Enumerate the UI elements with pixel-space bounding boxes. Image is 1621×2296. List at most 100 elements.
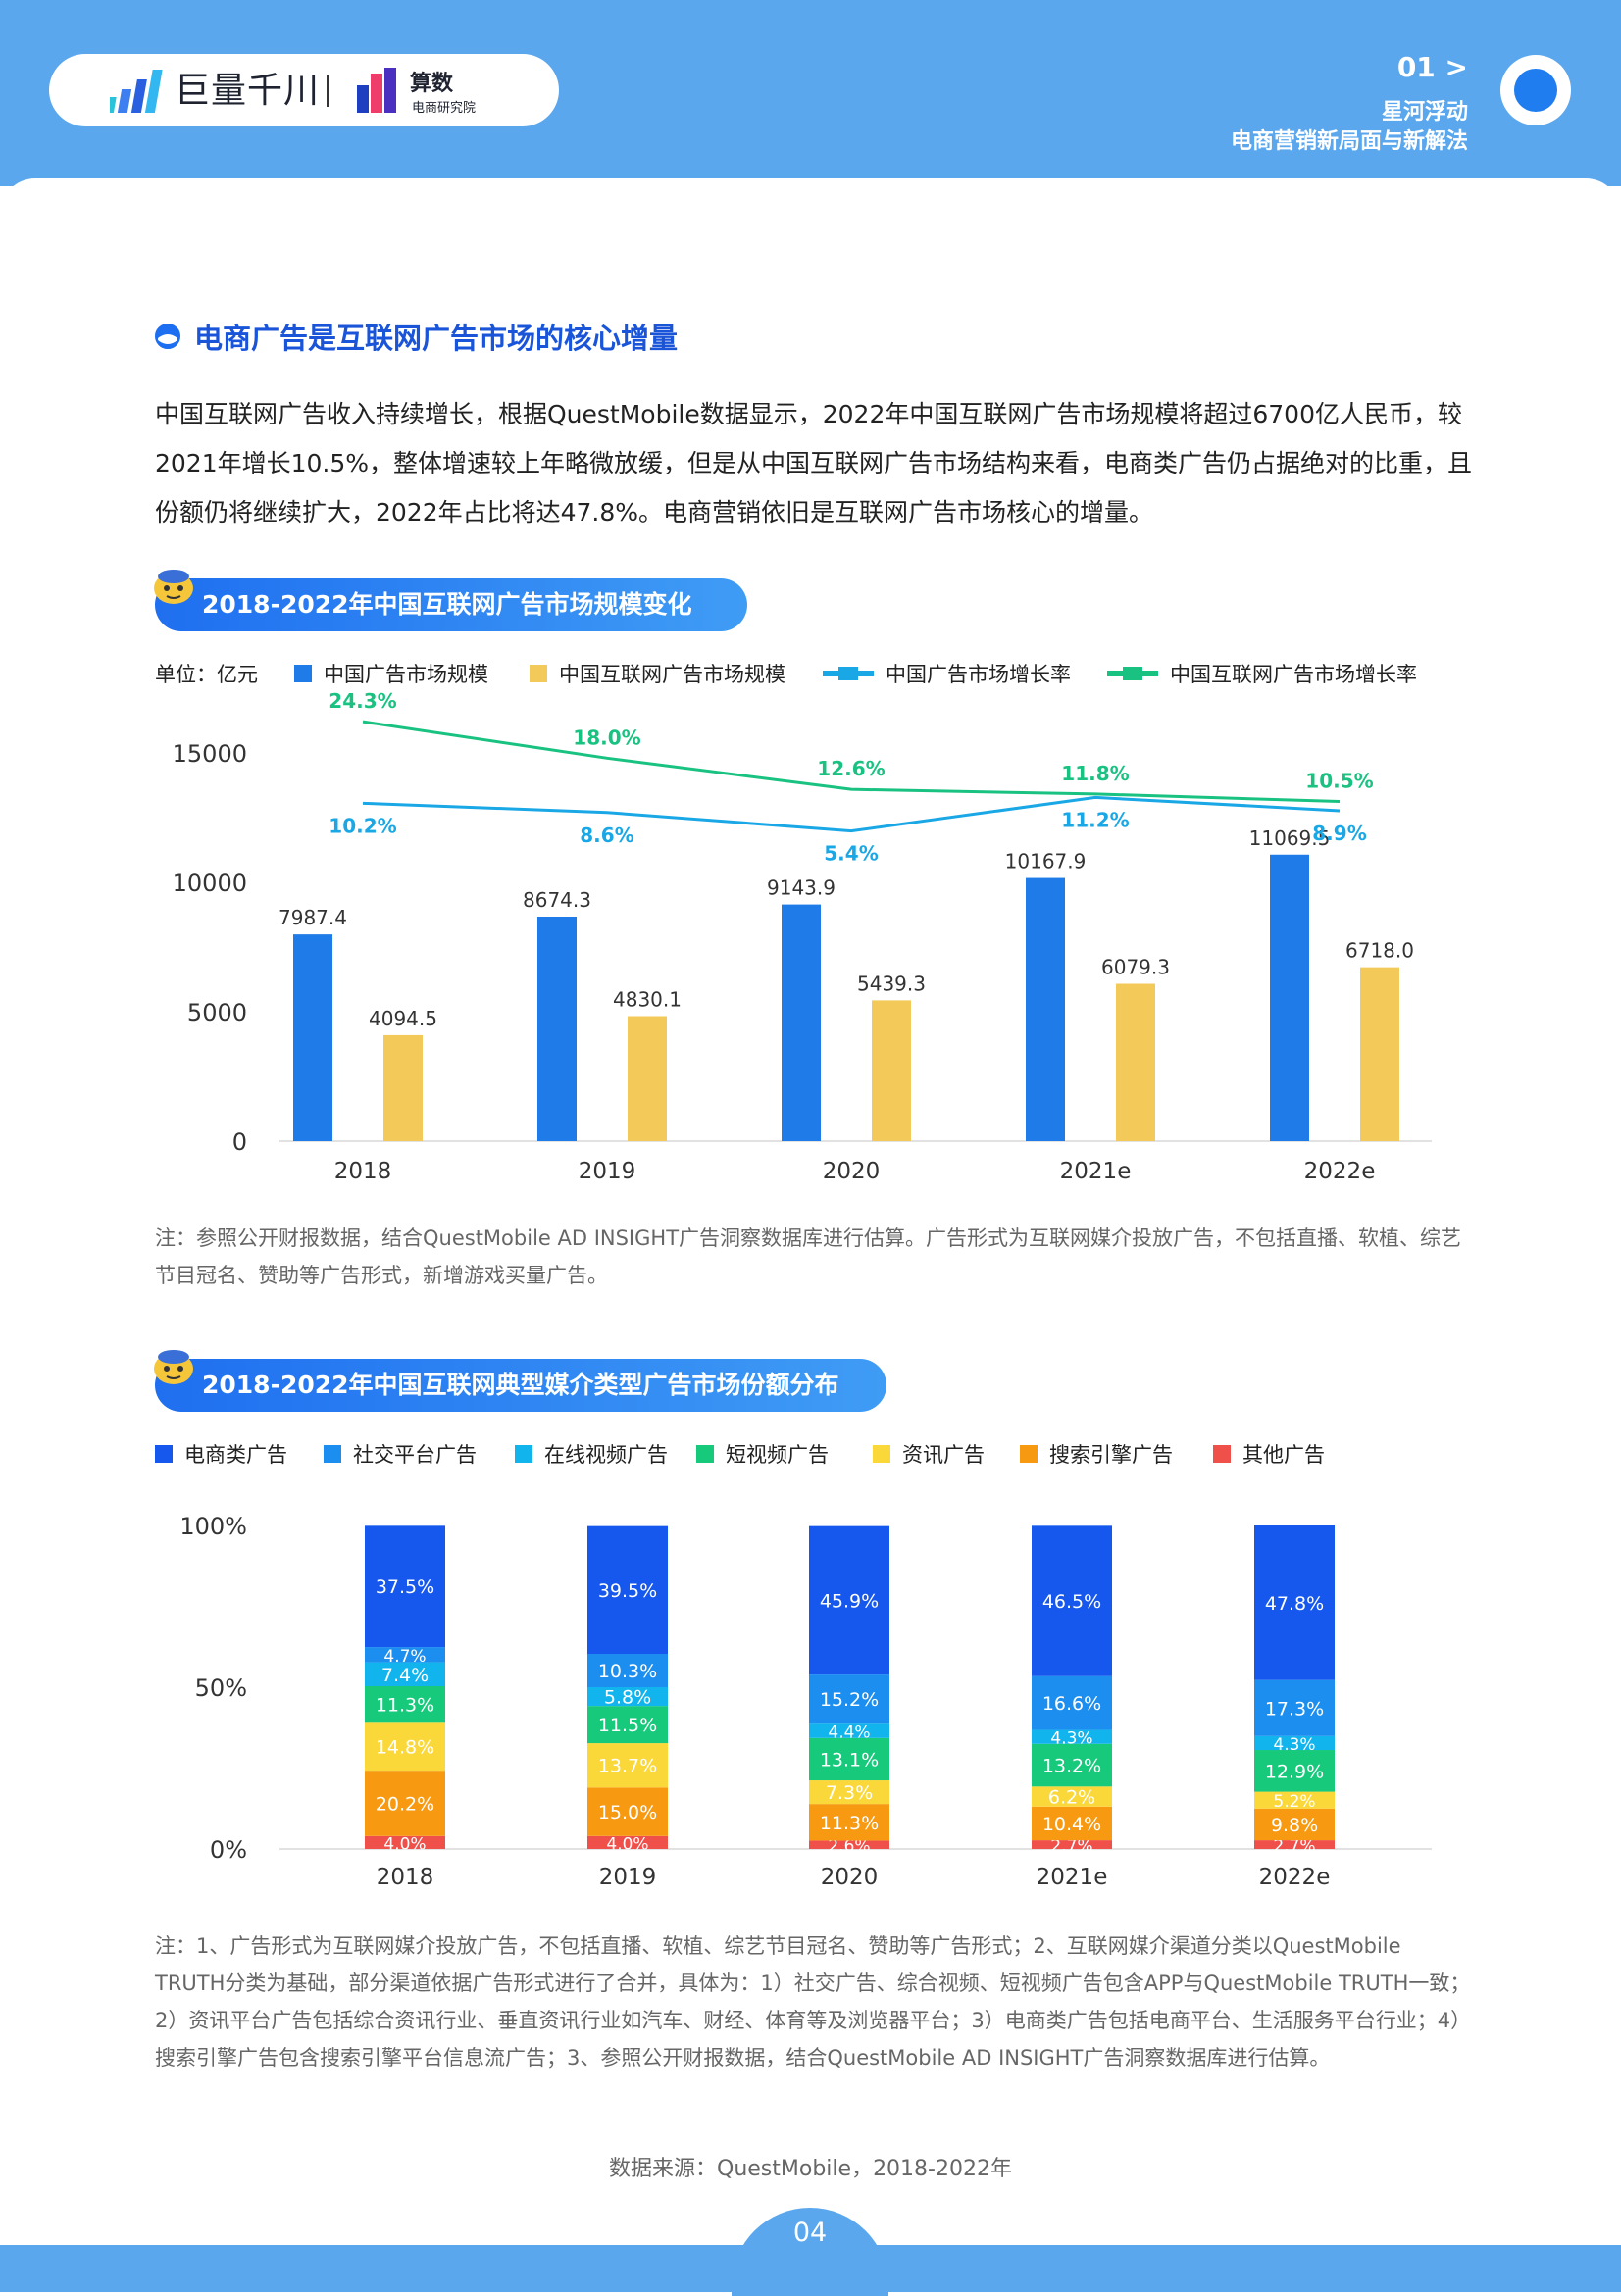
page-number: 04	[792, 2218, 828, 2248]
stacked-segment	[587, 1654, 668, 1687]
segment-value-label: 39.5%	[598, 1580, 657, 1602]
growth-rate-label: 5.4%	[824, 842, 878, 866]
legend-label: 电商类广告	[184, 1443, 287, 1467]
segment-value-label: 6.2%	[1048, 1787, 1095, 1809]
juliang-logo-icon	[110, 70, 163, 113]
segment-value-label: 10.3%	[598, 1661, 657, 1682]
stacked-segment	[1254, 1525, 1335, 1680]
growth-rate-label: 18.0%	[573, 725, 640, 749]
segment-value-label: 10.4%	[1042, 1814, 1101, 1835]
stacked-segment	[809, 1804, 889, 1841]
logo-divider	[327, 75, 329, 107]
segment-value-label: 2.7%	[1050, 1837, 1092, 1857]
legend-swatch	[294, 665, 312, 682]
stacked-segment	[587, 1835, 668, 1849]
stacked-segment	[809, 1674, 889, 1724]
stacked-segment	[809, 1525, 889, 1675]
bar-internet-ad-market	[1116, 983, 1155, 1141]
bar-value-label: 4094.5	[369, 1007, 437, 1030]
stacked-segment	[365, 1525, 445, 1648]
mascot-icon	[154, 1350, 193, 1384]
bar-value-label: 5439.3	[857, 972, 926, 995]
segment-value-label: 4.0%	[606, 1834, 648, 1854]
stacked-segment	[587, 1687, 668, 1707]
segment-value-label: 4.7%	[383, 1647, 426, 1667]
x-tick-label: 2019	[599, 1865, 657, 1890]
stacked-segment	[1254, 1750, 1335, 1792]
x-tick-label: 2022e	[1304, 1159, 1376, 1184]
stacked-segment	[365, 1662, 445, 1687]
segment-value-label: 13.2%	[1042, 1756, 1101, 1777]
stacked-segment	[365, 1686, 445, 1723]
stacked-segment	[1254, 1735, 1335, 1751]
segment-value-label: 37.5%	[376, 1576, 434, 1598]
bar-internet-ad-market	[628, 1016, 667, 1141]
stacked-segment	[1032, 1525, 1112, 1676]
legend-label: 搜索引擎广告	[1049, 1443, 1173, 1467]
legend-swatch	[696, 1445, 714, 1463]
stacked-segment	[809, 1780, 889, 1805]
legend-label: 其他广告	[1242, 1443, 1325, 1467]
stacked-segment	[587, 1706, 668, 1744]
segment-value-label: 14.8%	[376, 1737, 434, 1759]
legend-label: 中国互联网广告市场增长率	[1170, 663, 1417, 686]
y-tick-label: 0%	[210, 1836, 247, 1864]
segment-value-label: 7.4%	[381, 1665, 429, 1686]
bar-value-label: 7987.4	[279, 906, 347, 929]
stacked-segment	[365, 1771, 445, 1836]
brand2-subtitle: 电商研究院	[412, 101, 477, 116]
legend-label: 资讯广告	[902, 1443, 985, 1467]
segment-value-label: 4.3%	[1050, 1729, 1092, 1749]
legend-swatch	[155, 1445, 173, 1463]
chart1-title-chip: 2018-2022年中国互联网广告市场规模变化	[154, 570, 747, 631]
growth-rate-label: 11.8%	[1061, 762, 1129, 785]
stacked-segment	[587, 1787, 668, 1836]
segment-value-label: 17.3%	[1265, 1698, 1324, 1720]
bar-value-label: 8674.3	[523, 888, 591, 912]
stacked-segment	[1032, 1675, 1112, 1730]
chart1-title: 2018-2022年中国互联网广告市场规模变化	[202, 590, 692, 619]
segment-value-label: 11.5%	[598, 1715, 657, 1736]
stacked-segment	[1032, 1806, 1112, 1841]
growth-rate-label: 8.6%	[580, 824, 633, 847]
chapter-title: 星河浮动	[1381, 100, 1468, 125]
stacked-segment	[1032, 1786, 1112, 1807]
bar-ad-market	[537, 916, 577, 1141]
brand-logo-pill: 巨量千川 算数 电商研究院	[49, 54, 559, 126]
bar-value-label: 6079.3	[1101, 956, 1170, 979]
x-tick-label: 2019	[579, 1159, 636, 1184]
segment-value-label: 4.3%	[1273, 1735, 1315, 1755]
stacked-segment	[1254, 1791, 1335, 1809]
stacked-segment	[1254, 1840, 1335, 1849]
legend-swatch	[530, 665, 547, 682]
segment-value-label: 13.1%	[820, 1749, 879, 1771]
growth-rate-label: 10.5%	[1305, 770, 1373, 793]
stacked-segment	[1032, 1743, 1112, 1787]
x-tick-label: 2020	[823, 1159, 881, 1184]
x-tick-label: 2018	[377, 1865, 434, 1890]
segment-value-label: 15.0%	[598, 1802, 657, 1823]
stacked-segment	[809, 1723, 889, 1738]
y-tick-label: 5000	[187, 999, 247, 1026]
data-source: 数据来源：QuestMobile，2018-2022年	[609, 2157, 1012, 2181]
stacked-segment	[809, 1840, 889, 1849]
bar-ad-market	[1026, 877, 1065, 1141]
y-tick-label: 10000	[173, 870, 247, 897]
segment-value-label: 12.9%	[1265, 1761, 1324, 1782]
x-tick-label: 2021e	[1060, 1159, 1132, 1184]
stacked-segment	[809, 1737, 889, 1781]
y-tick-label: 50%	[195, 1674, 247, 1702]
segment-value-label: 2.7%	[1273, 1837, 1315, 1857]
y-tick-label: 15000	[173, 740, 247, 768]
chapter-marker: 01 >	[1396, 51, 1468, 83]
y-tick-label: 0	[232, 1128, 247, 1156]
chart1-note: 注：参照公开财报数据，结合QuestMobile AD INSIGHT广告洞察数…	[155, 1226, 1462, 1287]
legend-swatch	[873, 1445, 890, 1463]
chart1-unit-label: 单位：亿元	[155, 663, 258, 686]
stacked-segment	[587, 1525, 668, 1655]
x-tick-label: 2018	[334, 1159, 392, 1184]
segment-value-label: 20.2%	[376, 1793, 434, 1815]
segment-value-label: 9.8%	[1271, 1815, 1318, 1836]
bar-ad-market	[1270, 854, 1309, 1141]
x-tick-label: 2022e	[1259, 1865, 1331, 1890]
